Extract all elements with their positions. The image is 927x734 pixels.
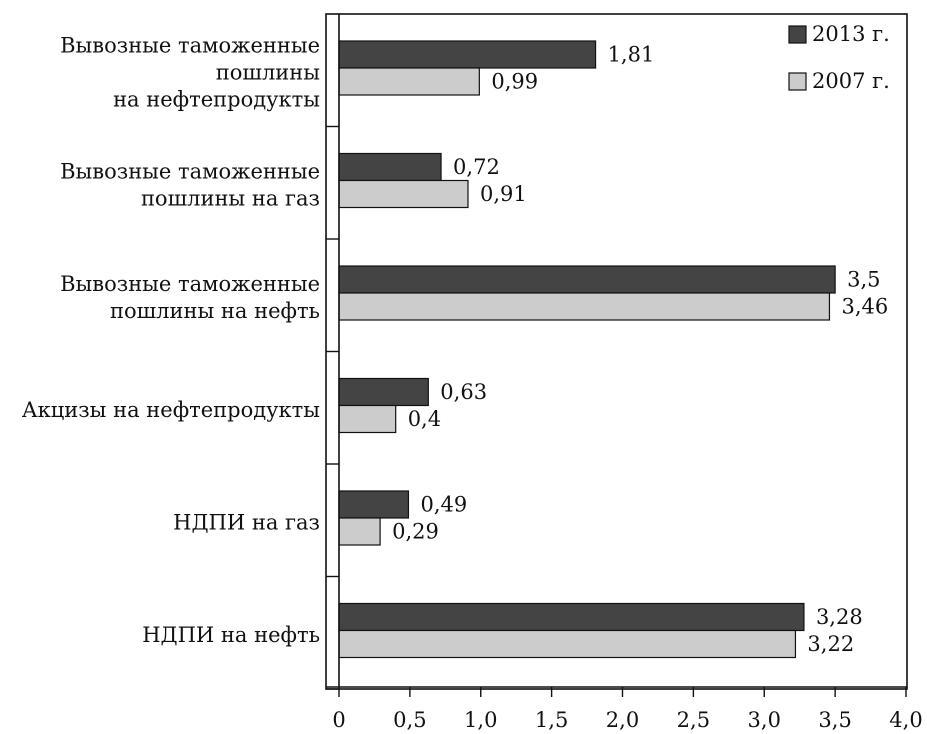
legend-swatch-2 <box>788 72 807 91</box>
bar-series2-cat5 <box>338 517 381 546</box>
category-label-6: НДПИ на нефть <box>142 623 320 647</box>
x-tick-label: 4,0 <box>889 708 922 732</box>
data-label-series2-cat4: 0,4 <box>408 407 441 431</box>
category-label-line: Вывозные таможенные <box>60 33 320 57</box>
category-label-3: Вывозные таможенные пошлины на нефть <box>60 272 320 323</box>
bar-series1-cat4 <box>338 377 429 407</box>
data-label-series2-cat1: 0,99 <box>491 70 538 94</box>
bar-series2-cat1 <box>338 67 480 96</box>
category-label-5: НДПИ на газ <box>173 510 320 534</box>
category-label-2: Вывозные таможенные пошлины на газ <box>60 159 320 210</box>
legend-label-2: 2007 г. <box>812 69 890 93</box>
x-tick-label: 1,5 <box>535 708 568 732</box>
category-label-line: Вывозные таможенные <box>60 272 320 296</box>
bar-series1-cat5 <box>338 490 410 519</box>
bar-series2-cat6 <box>338 629 797 659</box>
data-label-series2-cat6: 3,22 <box>807 632 854 656</box>
bar-series2-cat2 <box>338 179 469 209</box>
data-label-series1-cat1: 1,81 <box>608 43 655 67</box>
x-tick-label: 3,0 <box>748 708 781 732</box>
data-label-series2-cat2: 0,91 <box>480 182 527 206</box>
bar-series1-cat2 <box>338 152 442 182</box>
bars-group: 1,81 0,99 0,72 0,91 3,5 3,46 0,63 0,4 0,49 0,29 3,… <box>338 40 888 659</box>
category-label-line: пошлины на нефть <box>110 299 320 323</box>
bar-series2-cat3 <box>338 292 831 321</box>
category-label-1: Вывозные таможенные пошлины на нефтепродук… <box>60 33 320 111</box>
x-tick-label: 2,0 <box>606 708 639 732</box>
category-label-line: на нефтепродукты <box>113 87 320 111</box>
x-tick-label: 0,5 <box>393 708 426 732</box>
chart-frame <box>325 13 908 690</box>
category-label-line: пошлины на газ <box>141 186 320 210</box>
category-label-line: НДПИ на газ <box>173 510 320 534</box>
x-tick-label: 1,0 <box>464 708 497 732</box>
data-label-series1-cat5: 0,49 <box>420 493 467 517</box>
x-tick-label: 0 <box>332 708 345 732</box>
x-tick-label: 3,5 <box>818 708 851 732</box>
legend-swatch-1 <box>788 25 807 44</box>
category-label-line: пошлины <box>216 60 320 84</box>
category-label-line: НДПИ на нефть <box>142 623 320 647</box>
data-label-series1-cat2: 0,72 <box>453 155 500 179</box>
category-labels-group: Вывозные таможенные пошлины на нефтепродук… <box>22 33 320 647</box>
bar-series1-cat6 <box>338 602 805 632</box>
category-label-line: Акцизы на нефтепродукты <box>22 398 320 422</box>
data-label-series1-cat3: 3,5 <box>847 268 880 292</box>
axes-group: 0 0,5 1,0 1,5 2,0 2,5 3,0 3,5 4,0 <box>326 14 923 732</box>
bar-series1-cat1 <box>338 40 597 69</box>
bar-series1-cat3 <box>338 265 836 294</box>
legend: 2013 г. 2007 г. <box>788 22 890 93</box>
category-label-line: Вывозные таможенные <box>60 159 320 183</box>
data-label-series1-cat4: 0,63 <box>440 380 487 404</box>
category-label-4: Акцизы на нефтепродукты <box>22 398 320 422</box>
x-tick-label: 2,5 <box>677 708 710 732</box>
legend-label-1: 2013 г. <box>812 22 890 46</box>
data-label-series2-cat3: 3,46 <box>841 295 888 319</box>
bar-series2-cat4 <box>338 404 397 434</box>
data-label-series1-cat6: 3,28 <box>816 605 863 629</box>
data-label-series2-cat5: 0,29 <box>392 520 439 544</box>
